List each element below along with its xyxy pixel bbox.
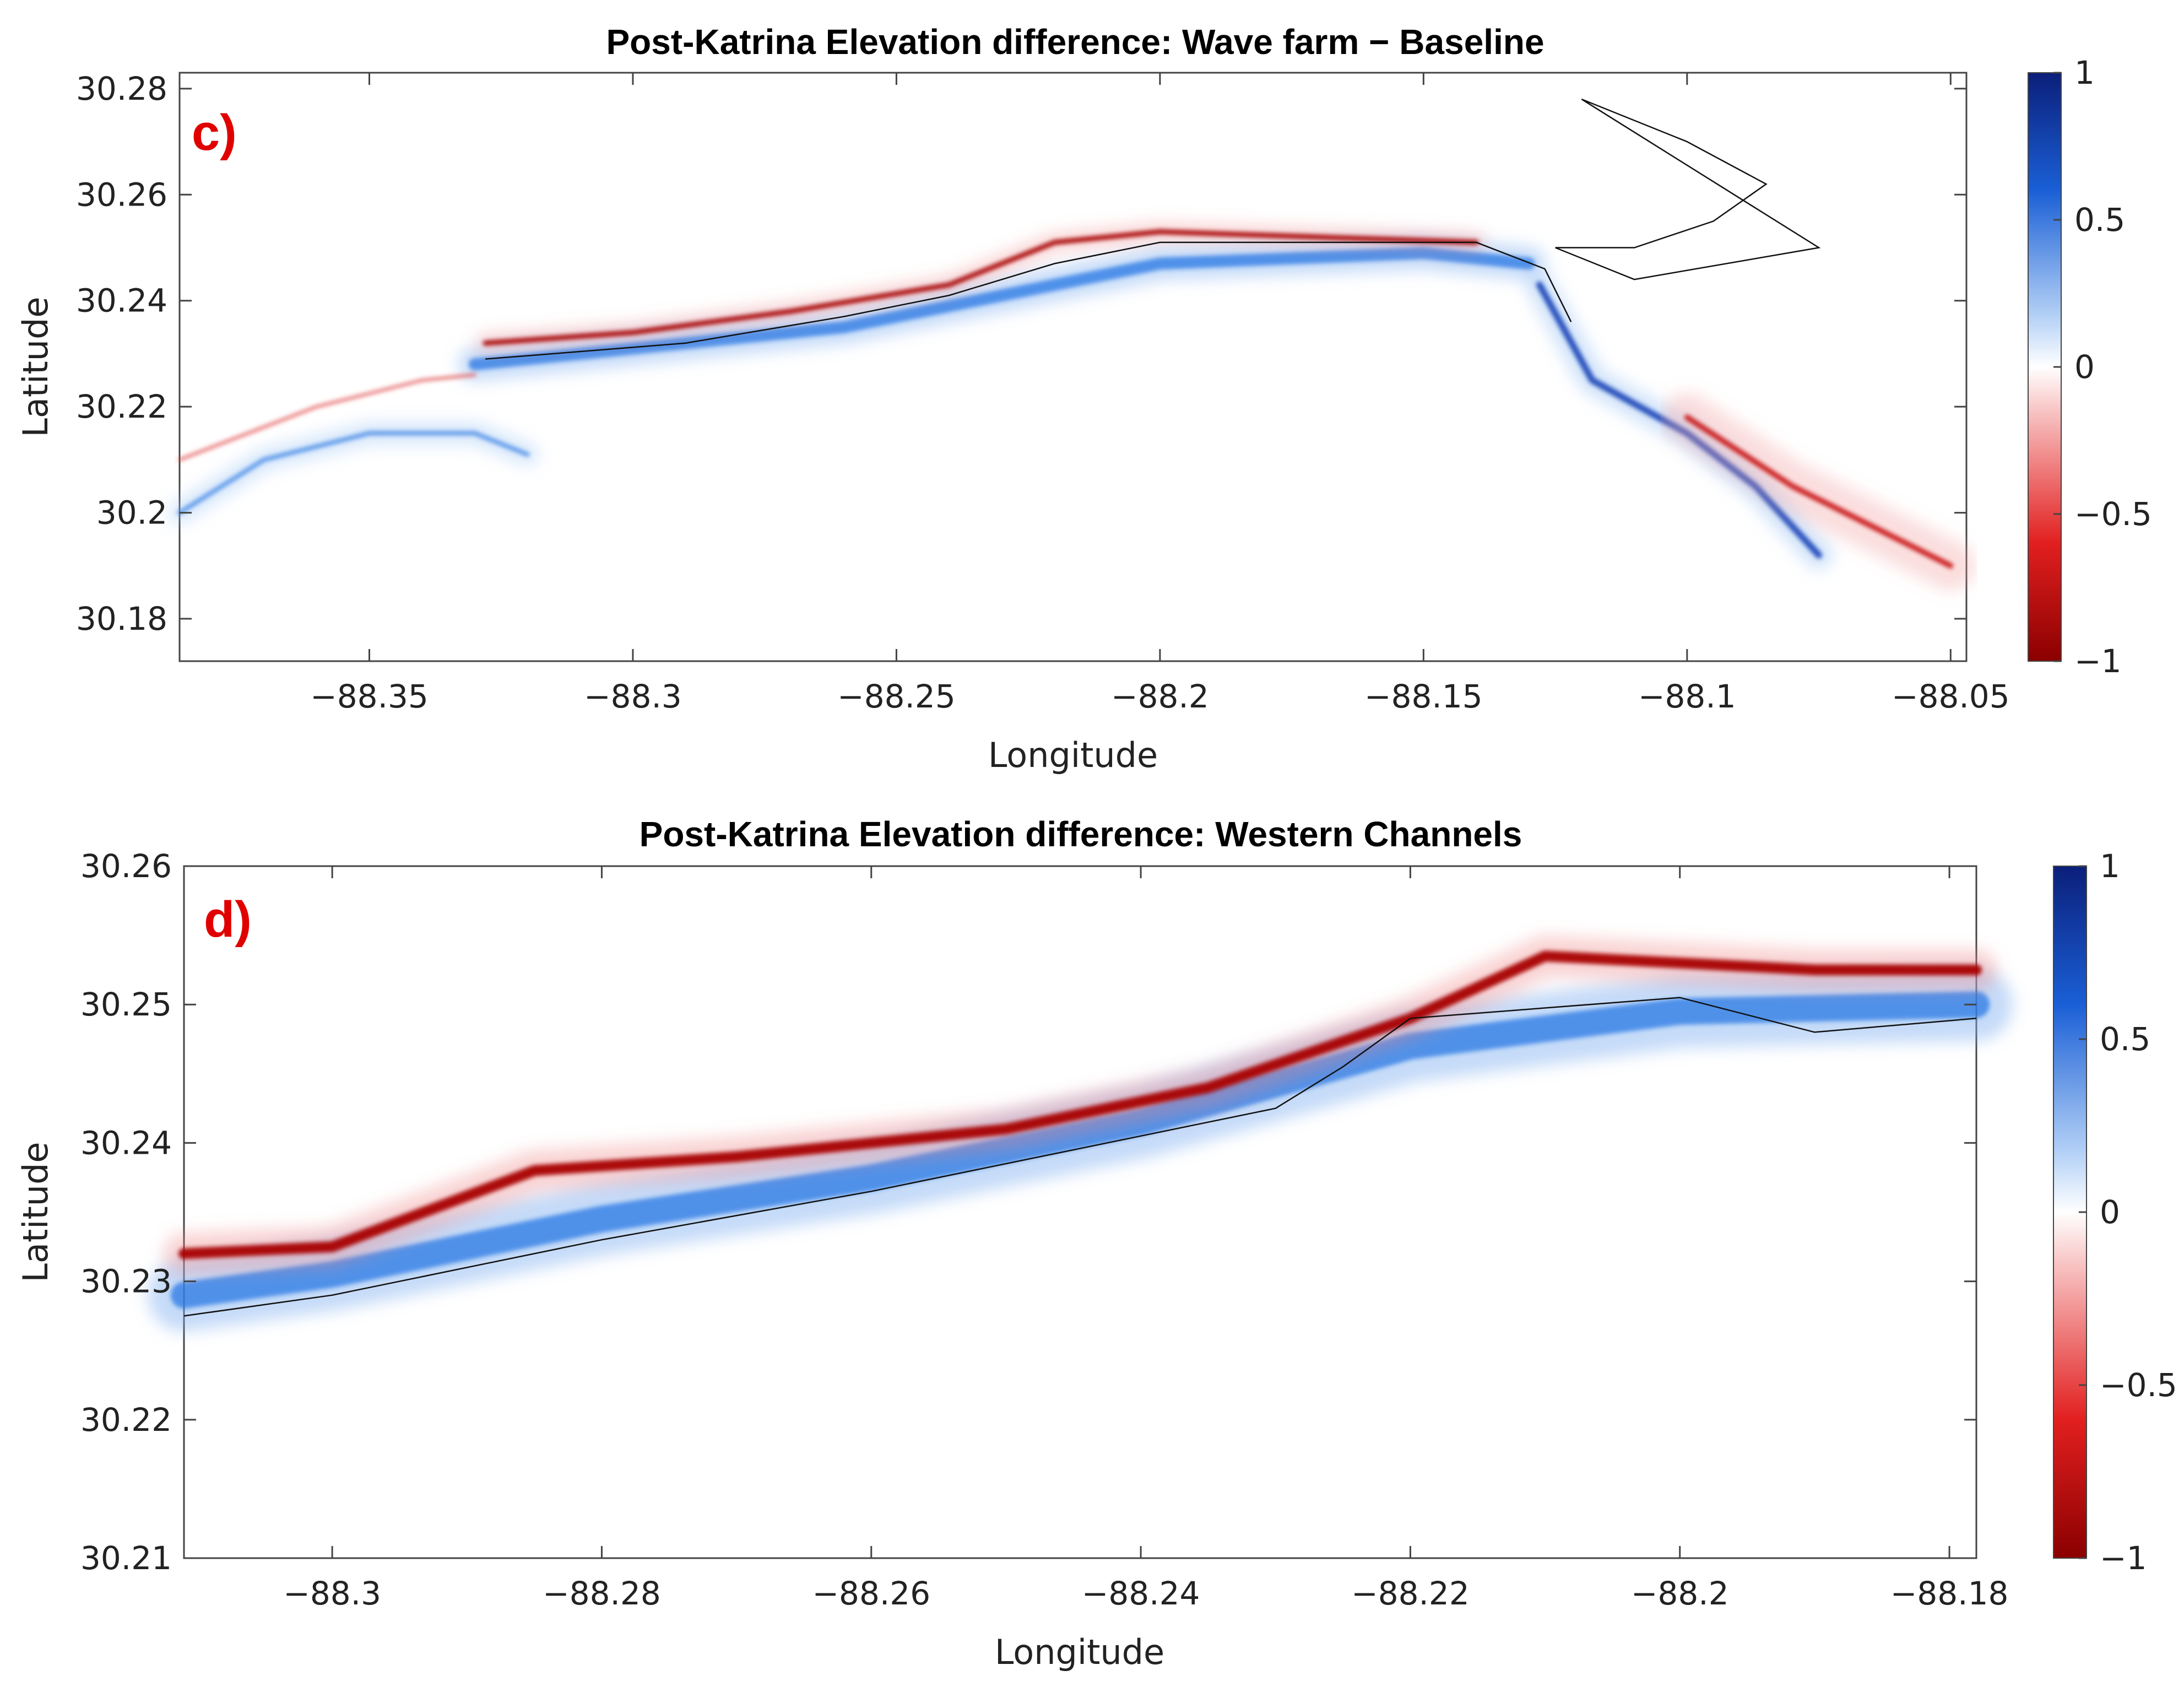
panel-d-colorbar-tick-label: 0: [2100, 1193, 2120, 1231]
panel-c-y-tick-label: 30.24: [76, 282, 167, 320]
panel-c-east-coast-outline: [1555, 98, 1821, 280]
panel-d-colorbar-tick-label: −1: [2100, 1539, 2147, 1577]
panel-c-x-ticks: −88.35 −88.3 −88.25 −88.2 −88.15 −88.1 −88.05: [310, 73, 2010, 715]
panel-d-y-tick-label: 30.24: [80, 1124, 172, 1161]
panel-c-x-tick-label: −88.1: [1638, 678, 1736, 715]
panel-c-x-tick-label: −88.35: [310, 678, 429, 715]
panel-c-sw-positive-band: [177, 431, 530, 515]
panel-d-y-tick-label: 30.21: [80, 1539, 172, 1577]
panel-c-colorbar-tick-label: −1: [2074, 642, 2122, 680]
panel-d-positive-band: [170, 991, 1990, 1309]
panel-d-x-axis-label: Longitude: [995, 1632, 1164, 1672]
panel-c-y-tick-label: 30.22: [76, 388, 167, 425]
panel-d-colorbar-tick-label: 0.5: [2100, 1020, 2150, 1058]
panel-c-x-tick-label: −88.15: [1364, 678, 1483, 715]
panel-d-y-tick-label: 30.26: [80, 847, 172, 885]
panel-d-colorbar-ticks: 1 0.5 0 −0.5 −1: [2079, 847, 2177, 1577]
panel-c-x-tick-label: −88.25: [837, 678, 956, 715]
panel-c-y-tick-label: 30.28: [76, 70, 167, 107]
panel-d-x-tick-label: −88.18: [1890, 1575, 2009, 1612]
panel-c-sw-negative-band: [178, 373, 476, 462]
panel-c-x-tick-label: −88.3: [584, 678, 682, 715]
panel-c-colorbar-ticks: 1 0.5 0 −0.5 −1: [2053, 54, 2152, 680]
panel-d-x-tick-label: −88.28: [543, 1575, 661, 1612]
panel-d-data-layer: [148, 935, 2013, 1332]
panel-c-positive-band: [468, 247, 1535, 371]
panel-d-y-tick-label: 30.25: [80, 986, 172, 1023]
panel-d-y-ticks: 30.26 30.25 30.24 30.23 30.22 30.21: [80, 847, 1976, 1577]
panel-d-y-tick-label: 30.23: [80, 1263, 172, 1300]
panel-d-y-axis-label: Latitude: [15, 1142, 56, 1282]
panel-c-y-tick-label: 30.26: [76, 176, 167, 213]
panel-c: Post-Katrina Elevation difference: Wave …: [15, 22, 2152, 775]
panel-c-x-axis-label: Longitude: [988, 735, 1158, 775]
panel-c-island-outline: [485, 241, 1572, 360]
panel-c-colorbar-tick-label: −0.5: [2074, 495, 2152, 533]
panel-d-label: d): [204, 891, 252, 948]
panel-c-y-tick-label: 30.18: [76, 600, 167, 637]
panel-d: Post-Katrina Elevation difference: Weste…: [15, 814, 2177, 1672]
panel-d-x-tick-label: −88.2: [1631, 1575, 1729, 1612]
panel-c-y-ticks: 30.28 30.26 30.24 30.22 30.2 30.18: [76, 70, 1966, 637]
panel-c-negative-band: [483, 229, 1479, 346]
panel-d-x-tick-label: −88.24: [1082, 1575, 1200, 1612]
panel-d-y-tick-label: 30.22: [80, 1401, 172, 1439]
panel-d-x-tick-label: −88.22: [1351, 1575, 1470, 1612]
panel-d-x-ticks: −88.3 −88.28 −88.26 −88.24 −88.22 −88.2 −88.18: [283, 866, 2008, 1612]
panel-d-colorbar-tick-label: 1: [2100, 847, 2120, 885]
panel-c-colorbar-tick-label: 0.5: [2074, 201, 2125, 239]
panel-c-colorbar-tick-label: 0: [2074, 348, 2095, 386]
panel-c-plot-area: [178, 72, 1968, 662]
panel-c-data-layer: [169, 98, 1976, 591]
panel-c-y-tick-label: 30.2: [96, 494, 167, 532]
panel-c-x-tick-label: −88.05: [1892, 678, 2010, 715]
panel-d-colorbar-tick-label: −0.5: [2100, 1366, 2177, 1404]
panel-c-se-negative-band: [1684, 414, 1954, 569]
panel-c-x-tick-label: −88.2: [1111, 678, 1209, 715]
panel-d-negative-band: [178, 950, 1982, 1260]
panel-c-label: c): [192, 105, 237, 161]
panel-d-title: Post-Katrina Elevation difference: Weste…: [640, 814, 1522, 854]
panel-d-x-tick-label: −88.26: [812, 1575, 930, 1612]
panel-c-colorbar-tick-label: 1: [2074, 54, 2095, 91]
panel-c-y-axis-label: Latitude: [15, 296, 56, 437]
panel-d-x-tick-label: −88.3: [283, 1575, 381, 1612]
panel-c-title: Post-Katrina Elevation difference: Wave …: [606, 22, 1544, 62]
panel-d-island-outline: [183, 997, 1977, 1317]
